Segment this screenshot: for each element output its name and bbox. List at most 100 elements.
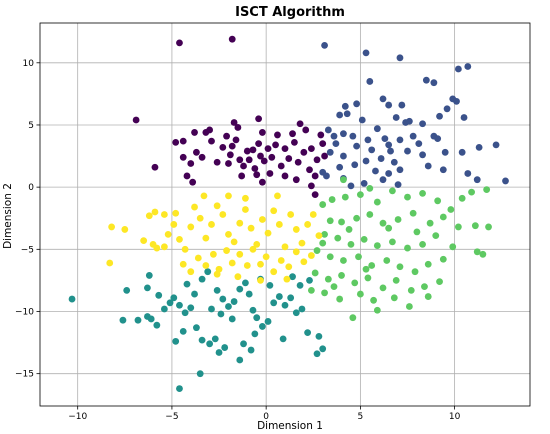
data-point bbox=[251, 330, 259, 338]
data-point bbox=[236, 250, 244, 258]
data-point bbox=[392, 277, 400, 284]
data-point bbox=[379, 176, 387, 184]
data-point bbox=[326, 148, 334, 156]
data-point bbox=[411, 268, 419, 276]
x-tick-label: −5 bbox=[165, 412, 178, 422]
data-point bbox=[394, 181, 402, 189]
data-point bbox=[315, 332, 323, 340]
data-point bbox=[228, 142, 236, 150]
data-point bbox=[257, 260, 264, 268]
data-point bbox=[360, 180, 368, 187]
data-point bbox=[353, 214, 361, 222]
data-point bbox=[145, 212, 153, 220]
data-point bbox=[219, 211, 227, 218]
data-point bbox=[381, 135, 389, 143]
data-point bbox=[356, 290, 364, 298]
data-point bbox=[473, 176, 481, 184]
data-point bbox=[430, 79, 438, 87]
data-point bbox=[68, 295, 76, 303]
data-point bbox=[392, 114, 400, 121]
data-point bbox=[232, 136, 240, 144]
data-point bbox=[217, 310, 225, 318]
data-point bbox=[255, 115, 263, 123]
data-point bbox=[413, 228, 421, 236]
data-point bbox=[272, 141, 279, 149]
data-point bbox=[443, 105, 451, 113]
data-point bbox=[404, 147, 411, 155]
data-point bbox=[405, 303, 413, 310]
data-point bbox=[349, 132, 357, 140]
data-point bbox=[208, 305, 215, 313]
data-point bbox=[155, 291, 163, 299]
data-point bbox=[304, 221, 312, 228]
data-point bbox=[485, 223, 492, 231]
data-point bbox=[221, 344, 229, 351]
y-axis-label: Dimension 2 bbox=[2, 183, 14, 249]
data-point bbox=[228, 259, 236, 267]
data-point bbox=[421, 283, 428, 291]
data-point bbox=[285, 263, 293, 271]
data-point bbox=[198, 275, 206, 283]
data-point bbox=[194, 254, 202, 262]
data-point bbox=[132, 116, 140, 124]
data-point bbox=[166, 299, 174, 307]
data-point bbox=[292, 248, 300, 256]
data-point bbox=[209, 250, 217, 258]
cluster-0-points bbox=[132, 35, 328, 199]
data-point bbox=[172, 209, 180, 217]
data-point bbox=[223, 132, 230, 140]
data-point bbox=[281, 243, 289, 251]
data-point bbox=[341, 102, 349, 110]
data-point bbox=[202, 234, 210, 242]
y-tick-label: −10 bbox=[15, 307, 34, 317]
data-point bbox=[460, 114, 468, 121]
data-point bbox=[385, 170, 393, 177]
data-point bbox=[287, 294, 295, 302]
data-point bbox=[340, 130, 347, 138]
data-point bbox=[441, 148, 449, 156]
data-point bbox=[147, 315, 155, 323]
data-point bbox=[123, 286, 131, 294]
data-point bbox=[247, 224, 255, 232]
data-point bbox=[368, 146, 376, 154]
data-point bbox=[338, 272, 345, 279]
chart-title: ISCT Algorithm bbox=[235, 5, 345, 20]
data-point bbox=[264, 318, 272, 325]
data-point bbox=[439, 166, 447, 174]
data-point bbox=[405, 117, 413, 125]
data-point bbox=[181, 245, 189, 253]
data-point bbox=[396, 54, 404, 62]
grid bbox=[40, 23, 530, 406]
data-point bbox=[219, 295, 227, 303]
data-point bbox=[258, 178, 266, 186]
data-point bbox=[243, 147, 251, 155]
data-point bbox=[398, 101, 406, 109]
data-point bbox=[264, 229, 272, 237]
y-tick-label: 10 bbox=[23, 59, 35, 69]
data-point bbox=[225, 303, 232, 310]
data-point bbox=[324, 126, 332, 134]
data-point bbox=[383, 257, 391, 264]
data-point bbox=[351, 161, 359, 169]
data-point bbox=[436, 278, 443, 286]
data-point bbox=[475, 143, 483, 151]
data-point bbox=[345, 226, 353, 233]
data-point bbox=[179, 327, 187, 335]
data-point bbox=[187, 268, 195, 276]
data-point bbox=[258, 129, 266, 136]
data-point bbox=[140, 237, 148, 245]
data-point bbox=[366, 211, 374, 218]
data-point bbox=[389, 187, 396, 195]
data-point bbox=[270, 207, 278, 215]
data-point bbox=[340, 152, 347, 160]
data-point bbox=[238, 172, 246, 180]
data-point bbox=[183, 280, 191, 288]
data-point bbox=[338, 218, 345, 226]
data-point bbox=[292, 176, 300, 184]
data-point bbox=[385, 141, 393, 149]
data-point bbox=[144, 284, 151, 292]
data-point bbox=[309, 211, 317, 218]
data-point bbox=[311, 172, 319, 180]
data-point bbox=[373, 306, 381, 314]
data-point bbox=[134, 316, 142, 324]
